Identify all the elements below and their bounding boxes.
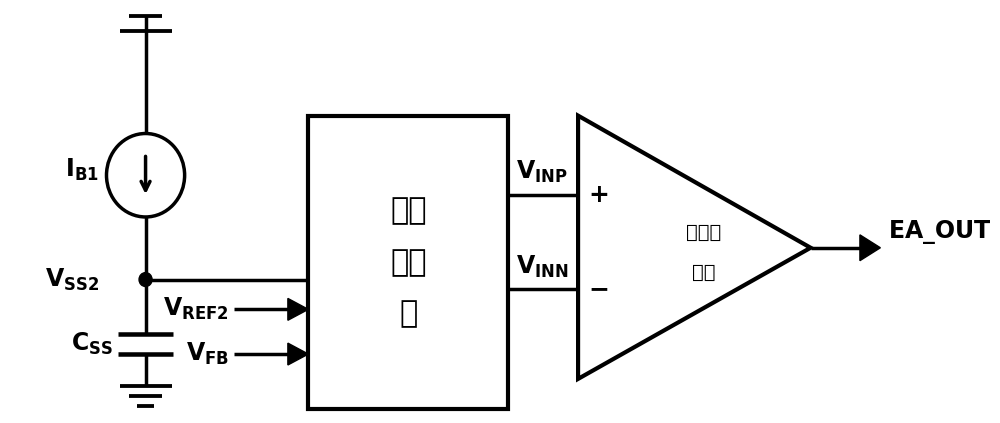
Text: $\mathbf{V}_{\mathbf{REF2}}$: $\mathbf{V}_{\mathbf{REF2}}$	[163, 296, 229, 322]
Text: 软启: 软启	[390, 196, 427, 225]
Text: 块: 块	[399, 299, 417, 328]
Text: 大器: 大器	[692, 263, 715, 282]
Text: $\mathbf{I}_{\mathbf{B1}}$: $\mathbf{I}_{\mathbf{B1}}$	[65, 157, 99, 184]
Polygon shape	[288, 298, 308, 320]
Text: $\mathbf{EA\_OUT}$: $\mathbf{EA\_OUT}$	[888, 218, 991, 246]
Text: $\mathbf{V}_{\mathbf{SS2}}$: $\mathbf{V}_{\mathbf{SS2}}$	[45, 266, 99, 293]
Text: −: −	[588, 277, 609, 302]
Circle shape	[139, 272, 152, 286]
Text: $\mathbf{C}_{\mathbf{SS}}$: $\mathbf{C}_{\mathbf{SS}}$	[71, 331, 113, 357]
Text: $\mathbf{V}_{\mathbf{FB}}$: $\mathbf{V}_{\mathbf{FB}}$	[186, 341, 229, 367]
Text: $\mathbf{V}_{\mathbf{INP}}$: $\mathbf{V}_{\mathbf{INP}}$	[516, 159, 568, 185]
Text: +: +	[588, 183, 609, 207]
Polygon shape	[578, 115, 811, 379]
Text: 误差放: 误差放	[686, 223, 721, 242]
Bar	[308, 115, 508, 409]
Polygon shape	[860, 235, 880, 261]
Text: $\mathbf{V}_{\mathbf{INN}}$: $\mathbf{V}_{\mathbf{INN}}$	[516, 253, 569, 280]
Text: 动模: 动模	[390, 247, 427, 277]
Polygon shape	[288, 343, 308, 365]
